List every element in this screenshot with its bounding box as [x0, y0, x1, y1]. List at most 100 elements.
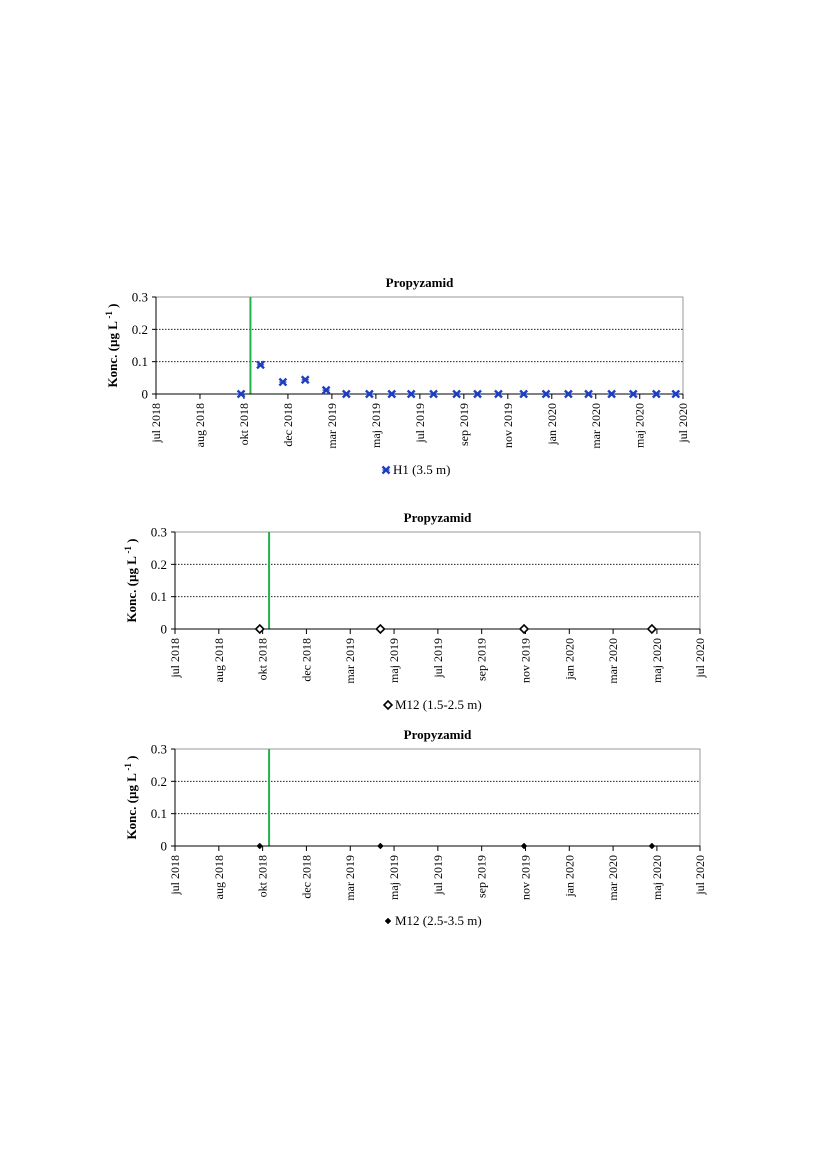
- data-point: [278, 377, 288, 387]
- data-point: [429, 389, 438, 399]
- x-tick-label: jul 2019: [431, 855, 445, 896]
- x-tick-label: jul 2020: [676, 403, 690, 444]
- x-tick-label: aug 2018: [193, 403, 207, 447]
- x-tick-label: nov 2019: [518, 638, 532, 683]
- data-point: [375, 623, 386, 635]
- chart-2: Propyzamid 0 0.1 0.2 0.3 jul 2018 aug 2018 okt …: [123, 510, 707, 712]
- x-tick-label: maj 2019: [387, 638, 401, 683]
- x-tick-label: jul 2018: [168, 638, 182, 679]
- x-tick-label: jul 2018: [149, 403, 163, 444]
- data-point: [377, 842, 384, 850]
- y-axis-title: Konc. (µg L -1 ): [123, 539, 139, 623]
- y-tick-label: 0.2: [132, 322, 148, 337]
- x-tick-label: jul 2020: [693, 638, 707, 679]
- legend-label: M12 (1.5-2.5 m): [395, 697, 482, 712]
- data-point: [365, 389, 374, 399]
- series-points: [236, 360, 681, 399]
- data-point: [236, 389, 246, 399]
- data-point: [452, 389, 461, 399]
- x-tick-label: maj 2020: [633, 403, 647, 448]
- x-tick-label: jan 2020: [562, 855, 576, 898]
- plot-frame: [155, 296, 684, 395]
- legend-label: M12 (2.5-3.5 m): [395, 913, 482, 928]
- data-point: [321, 385, 331, 395]
- data-point: [341, 389, 351, 399]
- data-point: [406, 389, 416, 399]
- legend-marker: [382, 699, 394, 711]
- x-tick-label: mar 2020: [589, 403, 603, 449]
- y-tick-label: 0: [161, 839, 168, 854]
- x-tick-label: jul 2019: [413, 403, 427, 444]
- x-tick-label: mar 2020: [606, 855, 620, 901]
- y-tick-label: 0.1: [151, 806, 167, 821]
- x-tick-label: jul 2020: [693, 855, 707, 896]
- data-point: [256, 842, 264, 850]
- x-tick-label: jul 2018: [168, 855, 182, 896]
- x-tick-label: dec 2018: [299, 855, 313, 899]
- data-point: [494, 389, 503, 399]
- y-axis-title: Konc. (µg L -1 ): [104, 304, 120, 388]
- x-tick-label: mar 2020: [606, 638, 620, 684]
- y-tick-label: 0.1: [132, 354, 148, 369]
- x-tick-label: jan 2020: [562, 638, 576, 681]
- data-point: [607, 389, 616, 399]
- x-tick-label: nov 2019: [501, 403, 515, 448]
- x-tick-label: okt 2018: [256, 855, 270, 897]
- x-tick-label: jul 2019: [431, 638, 445, 679]
- data-point: [473, 389, 482, 399]
- data-point: [519, 389, 529, 399]
- y-tick-label: 0.2: [151, 774, 167, 789]
- legend: M12 (1.5-2.5 m): [382, 697, 482, 712]
- chart-title: Propyzamid: [404, 510, 472, 525]
- x-tick-label: sep 2019: [457, 403, 471, 446]
- chart-1: Propyzamid 0 0.1 0.2 0.3 jul 2018 aug 2018 okt …: [104, 275, 690, 477]
- data-point: [628, 389, 638, 399]
- y-tick-label: 0: [142, 387, 149, 402]
- y-tick-label: 0.3: [151, 525, 167, 540]
- data-point: [256, 360, 265, 370]
- x-tick-label: aug 2018: [212, 855, 226, 899]
- data-point: [648, 842, 656, 850]
- y-axis-title: Konc. (µg L -1 ): [123, 756, 139, 840]
- data-point: [520, 842, 528, 850]
- y-tick-label: 0.3: [132, 290, 148, 305]
- x-tick-label: sep 2019: [475, 638, 489, 681]
- data-point: [300, 375, 310, 385]
- chart-title: Propyzamid: [404, 727, 472, 742]
- x-tick-label: maj 2020: [650, 855, 664, 900]
- chart-title: Propyzamid: [386, 275, 454, 290]
- x-tick-label: sep 2019: [475, 855, 489, 898]
- x-tick-label: mar 2019: [343, 855, 357, 901]
- x-tick-label: aug 2018: [212, 638, 226, 682]
- series-points: [254, 623, 658, 635]
- x-tick-label: okt 2018: [256, 638, 270, 680]
- legend: H1 (3.5 m): [381, 462, 450, 477]
- x-tick-label: dec 2018: [299, 638, 313, 682]
- plot-frame: [174, 748, 701, 847]
- y-tick-label: 0.1: [151, 589, 167, 604]
- plot-frame: [174, 531, 701, 630]
- data-point: [651, 389, 661, 399]
- data-point: [671, 389, 681, 399]
- x-tick-label: nov 2019: [518, 855, 532, 900]
- data-point: [646, 623, 658, 635]
- x-tick-label: mar 2019: [325, 403, 339, 449]
- y-tick-label: 0.3: [151, 742, 167, 757]
- y-tick-label: 0.2: [151, 557, 167, 572]
- data-point: [564, 389, 573, 399]
- data-point: [518, 623, 530, 635]
- x-tick-label: maj 2020: [650, 638, 664, 683]
- data-point: [387, 389, 397, 399]
- x-tick-label: maj 2019: [369, 403, 383, 448]
- data-point: [254, 623, 265, 635]
- x-tick-label: maj 2019: [387, 855, 401, 900]
- legend-marker: [381, 465, 391, 475]
- legend-marker: [384, 917, 392, 925]
- x-tick-label: dec 2018: [281, 403, 295, 447]
- legend: M12 (2.5-3.5 m): [384, 913, 482, 928]
- x-tick-label: okt 2018: [237, 403, 251, 445]
- y-tick-label: 0: [161, 622, 168, 637]
- chart-3: Propyzamid 0 0.1 0.2 0.3 jul 2018 aug 2018 okt …: [123, 727, 707, 928]
